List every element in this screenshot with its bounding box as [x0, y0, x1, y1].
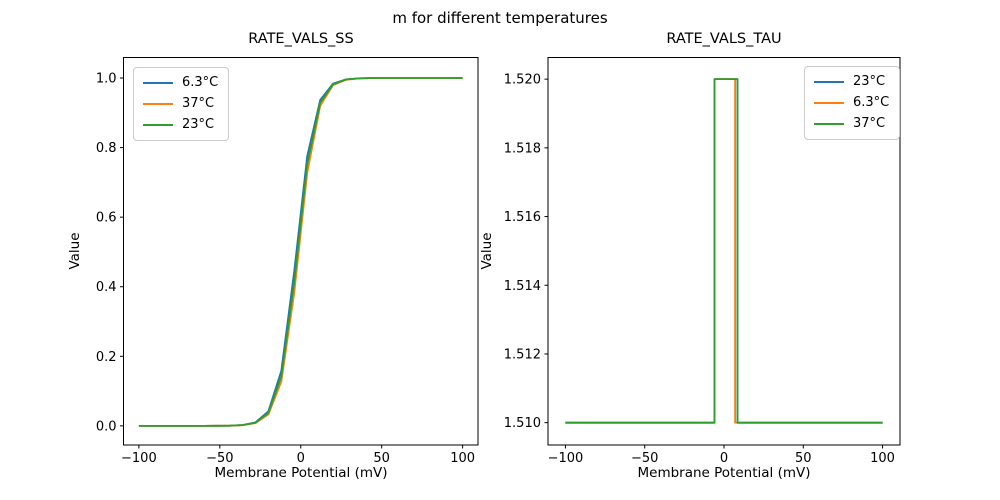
y-tick-label: 1.0 — [96, 72, 117, 87]
left-legend: 6.3°C 37°C 23°C — [133, 67, 230, 141]
legend-entry: 23°C — [814, 74, 889, 90]
y-tick-label: 1.512 — [504, 347, 541, 362]
legend-entry: 6.3°C — [143, 75, 218, 91]
x-tick-label: −50 — [206, 451, 233, 466]
y-tick-label: 0.6 — [96, 211, 117, 226]
y-tick-label: 0.4 — [96, 280, 117, 295]
y-tick-label: 0.0 — [96, 419, 117, 434]
legend-label: 6.3°C — [853, 95, 890, 110]
legend-line-icon — [814, 102, 844, 104]
x-tick-label: 100 — [450, 451, 475, 466]
right-subplot-title: RATE_VALS_TAU — [666, 31, 782, 47]
legend-line-icon — [814, 81, 844, 83]
legend-label: 37°C — [182, 96, 215, 111]
axes-frame — [547, 57, 901, 446]
legend-line-icon — [143, 103, 173, 105]
x-tick-label: −50 — [631, 451, 658, 466]
x-tick-label: 0 — [720, 451, 728, 466]
y-tick-label: 1.516 — [504, 210, 541, 225]
legend-entry: 6.3°C — [814, 95, 889, 111]
legend-label: 23°C — [182, 117, 215, 132]
right-legend: 23°C 6.3°C 37°C — [804, 66, 901, 140]
legend-label: 6.3°C — [182, 75, 219, 90]
legend-entry: 37°C — [143, 96, 218, 112]
x-tick-label: 50 — [795, 451, 812, 466]
x-tick-label: −100 — [121, 451, 157, 466]
right-x-axis-label: Membrane Potential (mV) — [637, 465, 811, 481]
y-tick-label: 1.510 — [504, 416, 541, 431]
x-tick-label: −100 — [548, 451, 584, 466]
left-subplot-title: RATE_VALS_SS — [248, 31, 354, 47]
legend-label: 37°C — [853, 116, 886, 131]
legend-label: 23°C — [853, 74, 886, 89]
y-tick-label: 0.2 — [96, 350, 117, 365]
series-line — [565, 78, 883, 424]
x-tick-label: 0 — [297, 451, 305, 466]
y-tick-label: 1.514 — [504, 279, 541, 294]
legend-entry: 37°C — [814, 116, 889, 132]
axes-frame — [123, 57, 479, 446]
x-tick-label: 50 — [373, 451, 390, 466]
y-tick-label: 1.520 — [504, 73, 541, 88]
series-line — [138, 77, 463, 427]
x-tick-label: 100 — [870, 451, 895, 466]
left-x-axis-label: Membrane Potential (mV) — [214, 465, 388, 481]
legend-entry: 23°C — [143, 117, 218, 133]
legend-line-icon — [814, 123, 844, 125]
y-tick-label: 0.8 — [96, 141, 117, 156]
legend-line-icon — [143, 82, 173, 84]
y-tick-label: 1.518 — [504, 141, 541, 156]
legend-line-icon — [143, 124, 173, 126]
figure-title: m for different temperatures — [392, 9, 608, 27]
